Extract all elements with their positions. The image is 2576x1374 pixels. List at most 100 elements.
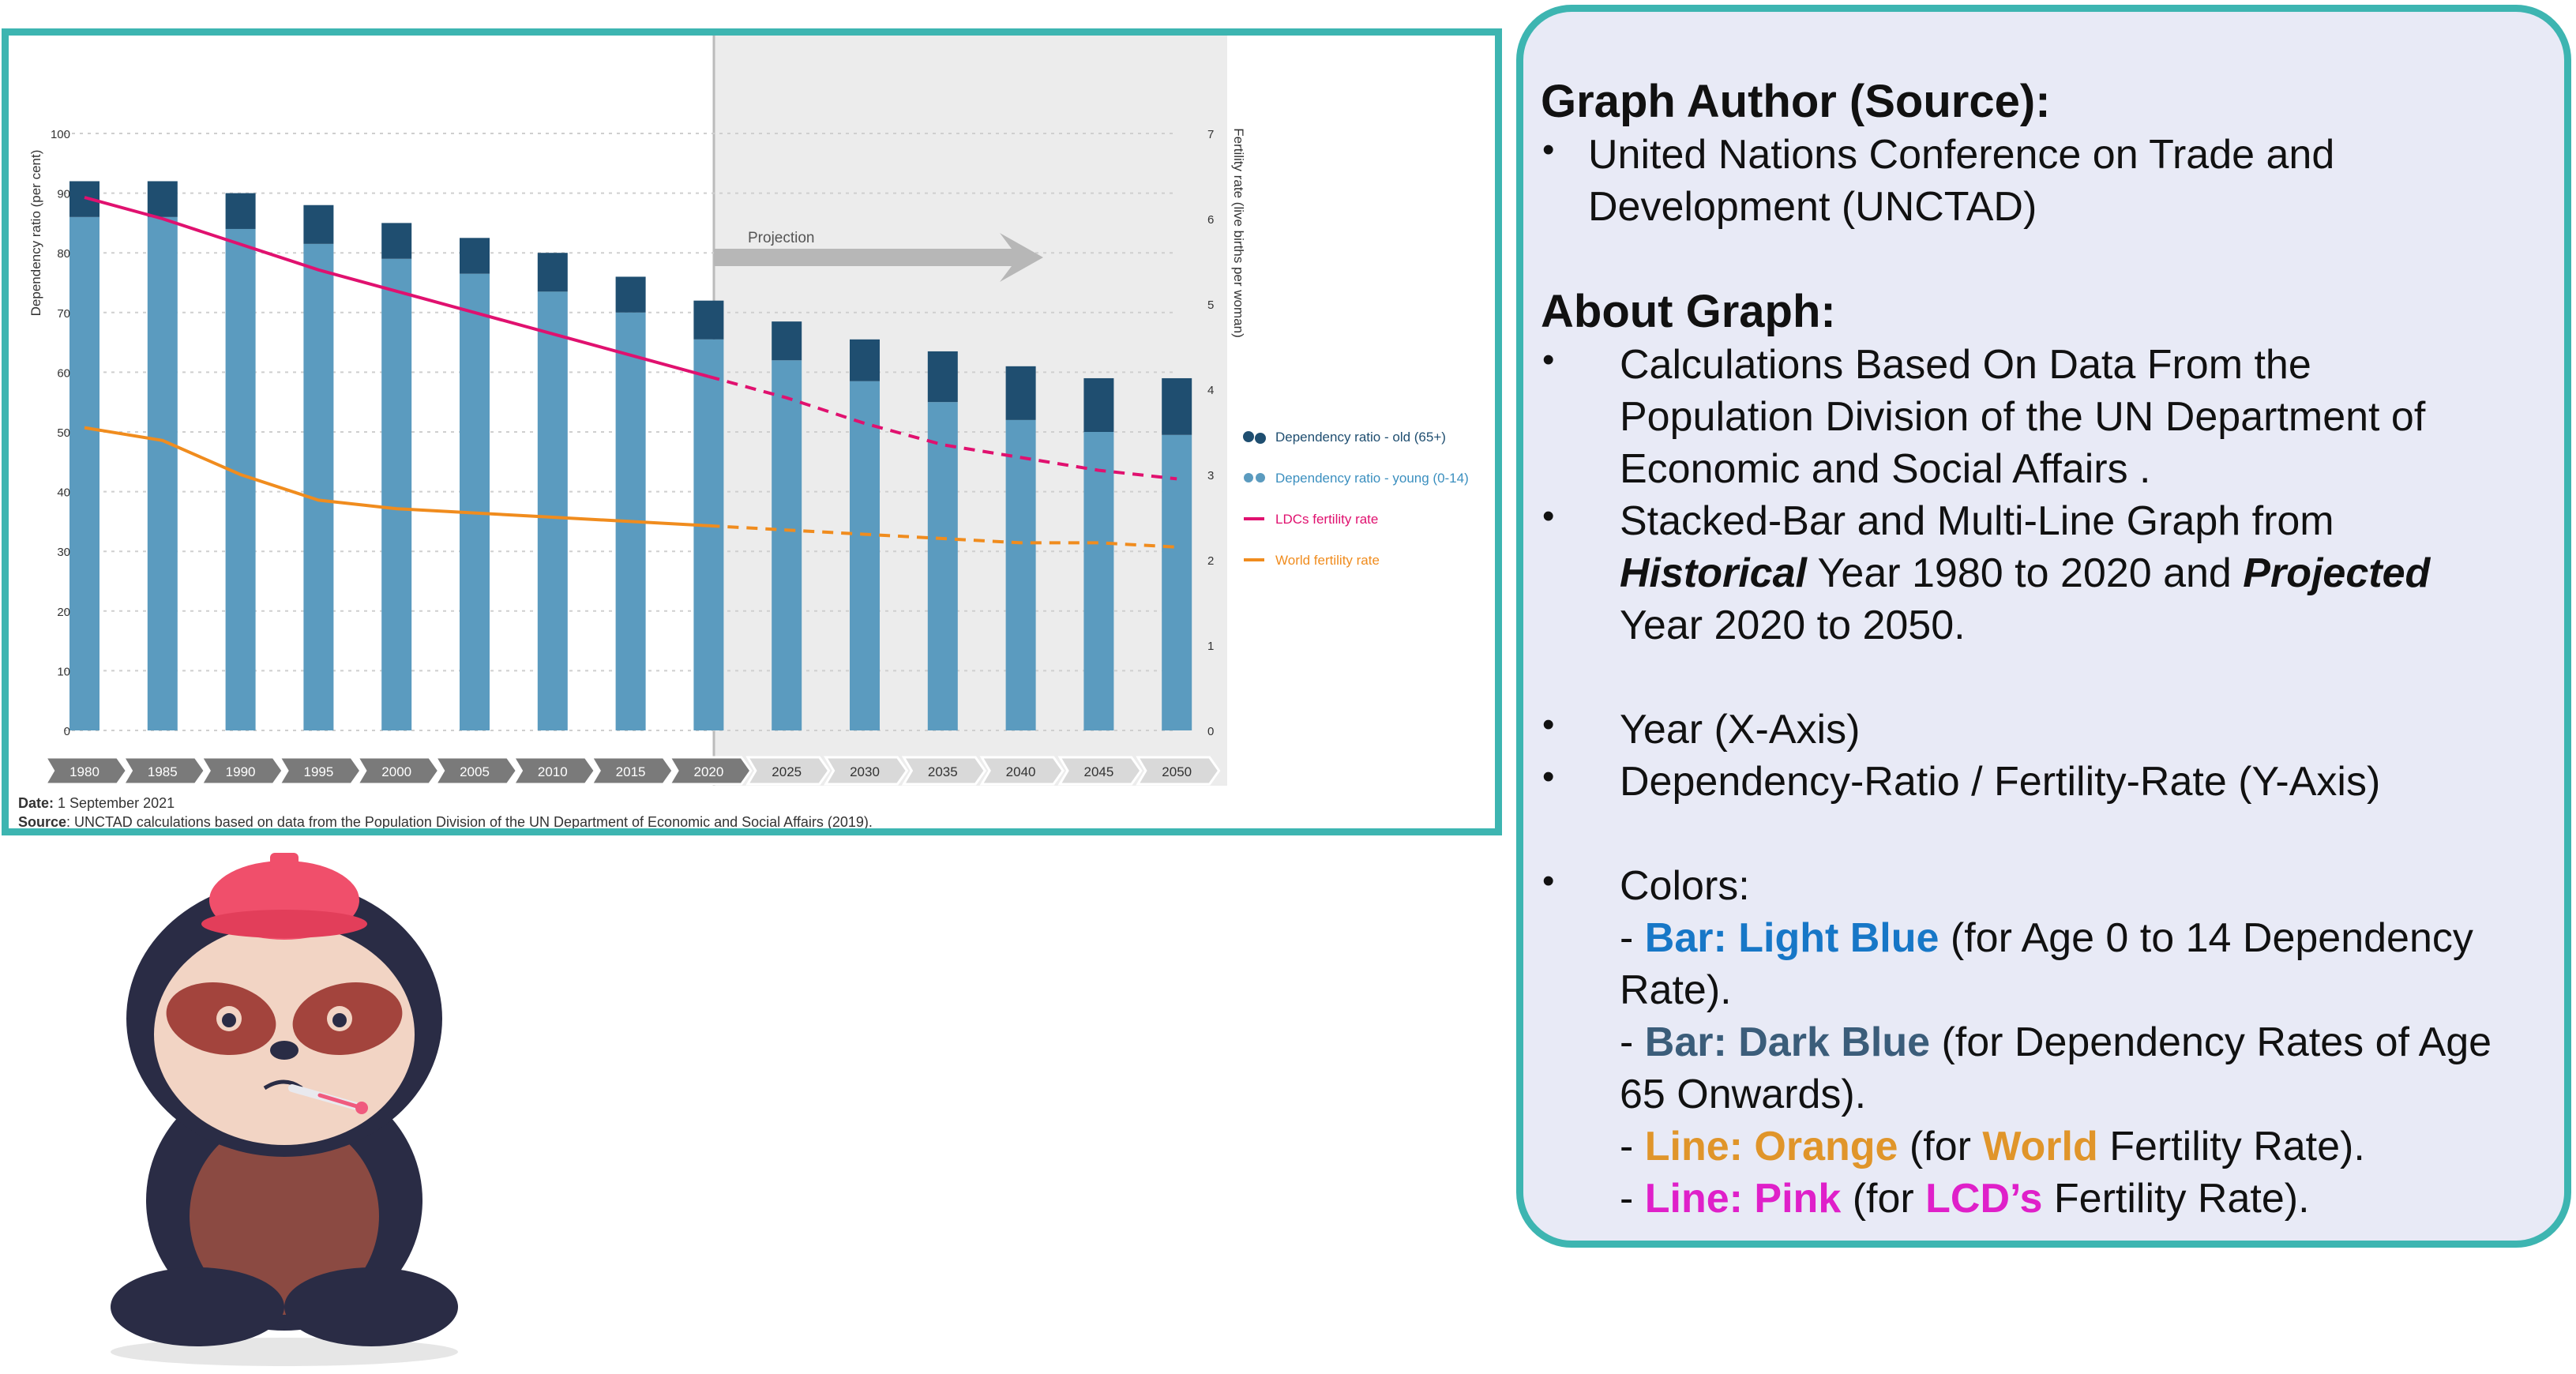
x-axis-segment [433, 756, 519, 786]
lcd-word: LCD’s [1925, 1176, 2043, 1222]
x-tick-label: 2010 [538, 764, 568, 779]
bar-young [772, 360, 802, 730]
bar-old [147, 181, 178, 217]
x-axis-segment [511, 756, 597, 786]
bar-young [1162, 434, 1192, 730]
x-tick-label: 2000 [381, 764, 411, 779]
about-b2-mid: Year 1980 to 2020 and [1806, 550, 2244, 596]
bar-young [460, 273, 490, 730]
bullet-dot: • [1542, 497, 1555, 535]
color-line-1: - Bar: Light Blue (for Age 0 to 14 Depen… [1620, 912, 2473, 964]
color-dash: - [1620, 915, 1645, 961]
bar-old [1162, 377, 1192, 435]
bar-old [225, 193, 256, 229]
bar-young [927, 402, 958, 730]
projected-word: Projected [2243, 550, 2431, 596]
ice-pack-cap [270, 853, 299, 870]
projection-arrow-shape [714, 233, 1043, 282]
about-b1-line2: Population Division of the UN Department… [1620, 394, 2426, 440]
bar-young [69, 216, 100, 731]
ice-pack-rim [201, 910, 367, 938]
y-axis-right: 7 6 5 4 3 2 1 0 [1207, 128, 1214, 738]
bullet-dot: • [1542, 705, 1555, 744]
y-right-tick-label: 7 [1207, 128, 1214, 141]
color-desc: Fertility Rate). [2097, 1124, 2365, 1169]
bar-young [1005, 419, 1036, 730]
x-tick-label: 1980 [69, 764, 100, 779]
y-tick-label: 80 [57, 247, 70, 261]
color-key-orange: Line: Orange [1644, 1124, 1898, 1169]
people-young-icon [1256, 473, 1265, 482]
color-desc: (for Age 0 to 14 Dependency [1939, 915, 2473, 961]
color-line-4: - Line: Pink (for LCD’s Fertility Rate). [1620, 1173, 2310, 1225]
color-line-2b: 65 Onwards). [1620, 1072, 1867, 1117]
source-line-2: Development (UNCTAD) [1588, 184, 2037, 230]
x-tick-label: 2020 [693, 764, 723, 779]
bar-young [850, 381, 880, 730]
legend: Dependency ratio - old (65+) Dependency r… [1243, 430, 1469, 568]
legend-label: LDCs fertility rate [1275, 512, 1378, 527]
world-word: World [1982, 1124, 2098, 1169]
face [154, 924, 415, 1145]
y-tick-label: 70 [57, 307, 70, 321]
bar-young [303, 243, 334, 730]
x-axis-segment [901, 756, 987, 786]
y-right-tick-label: 6 [1207, 213, 1214, 227]
x-axis-segment [745, 756, 831, 786]
color-dash: - [1620, 1176, 1645, 1222]
y-right-tick-label: 2 [1207, 554, 1214, 568]
x-axis-segment [199, 756, 284, 786]
color-dash: - [1620, 1019, 1645, 1065]
info-panel: Graph Author (Source): • United Nations … [1516, 5, 2571, 1248]
x-tick-label: 1995 [303, 764, 333, 779]
x-tick-label: 2030 [850, 764, 880, 779]
projection-label: Projection [748, 230, 815, 246]
x-tick-label: 2050 [1162, 764, 1192, 779]
bullet-dot: • [1542, 130, 1555, 169]
left-pupil [222, 1013, 236, 1027]
y-tick-label: 0 [64, 725, 70, 738]
bar-old [693, 300, 724, 340]
color-desc: (for Dependency Rates of Age [1930, 1019, 2492, 1065]
x-axis-segment [121, 756, 207, 786]
x-tick-label: 1985 [148, 764, 178, 779]
world-fertility-line-projected [708, 524, 1177, 549]
y-tick-label: 40 [57, 486, 70, 500]
thermometer-bulb [355, 1102, 368, 1114]
x-axis-segment [43, 756, 129, 786]
bar-old [615, 276, 646, 313]
bar-old [927, 351, 958, 403]
y-right-tick-label: 0 [1207, 725, 1214, 738]
bars [69, 181, 1192, 731]
right-pupil [332, 1013, 347, 1027]
thermometer-mercury [317, 1093, 362, 1109]
x-axis-segment [355, 756, 441, 786]
x-axis-segment [1136, 756, 1221, 786]
y-tick-label: 60 [57, 366, 70, 380]
y-right-tick-label: 3 [1207, 469, 1214, 482]
right-leg [284, 1267, 458, 1346]
x-axis-segment [277, 756, 362, 786]
color-line-2: - Bar: Dark Blue (for Dependency Rates o… [1620, 1016, 2492, 1068]
color-desc: Fertility Rate). [2042, 1176, 2310, 1222]
about-b2-line3: Year 2020 to 2050. [1620, 603, 1966, 648]
belly [190, 1117, 379, 1315]
bar-young [381, 258, 412, 730]
color-key-pink: Line: Pink [1644, 1176, 1842, 1222]
bar-young [537, 291, 568, 731]
y-axis-right-label: Fertility rate (live births per woman) [1231, 128, 1246, 337]
bullet-dot: • [1542, 757, 1555, 796]
bar-old [460, 238, 490, 274]
x-tick-label: 2035 [928, 764, 958, 779]
bar-young [225, 228, 256, 730]
y-axis-label: Dependency ratio (per cent) [28, 150, 43, 317]
about-b5: Colors: [1620, 863, 1750, 909]
x-tick-label: 2040 [1006, 764, 1036, 779]
bar-old [1005, 366, 1036, 420]
world-fertility-line [84, 426, 709, 527]
about-b2-line1: Stacked-Bar and Multi-Line Graph from [1620, 498, 2334, 544]
date-value: 1 September 2021 [54, 795, 175, 811]
